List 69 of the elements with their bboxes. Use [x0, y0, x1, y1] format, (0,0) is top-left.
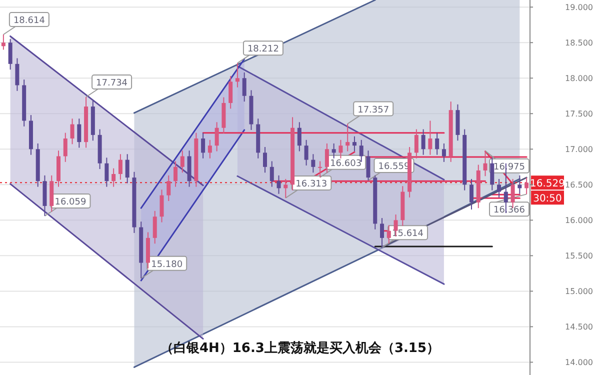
y-tick-label: 17.500: [565, 109, 593, 118]
candlestick: [242, 72, 246, 102]
annotation: 16.603: [330, 158, 362, 169]
candlestick: [490, 157, 494, 191]
candlestick: [263, 146, 267, 174]
candlestick: [346, 123, 350, 152]
candlestick: [1, 34, 6, 50]
annotation: 17.734: [96, 78, 128, 89]
candlestick: [228, 75, 233, 110]
annotation: 16.059: [54, 197, 87, 208]
candlestick: [160, 189, 164, 223]
candlestick: [469, 178, 474, 210]
candlestick: [270, 160, 274, 188]
candlestick: [318, 160, 322, 178]
candlestick: [70, 118, 74, 145]
candlestick: [104, 157, 109, 188]
candlestick: [352, 136, 356, 152]
candlestick: [15, 58, 20, 92]
candlestick: [380, 218, 384, 248]
candlestick: [338, 139, 343, 159]
candlestick: [483, 150, 488, 177]
annotation: 18.212: [247, 44, 279, 55]
candlestick: [311, 154, 316, 174]
y-tick-label: 14.000: [565, 358, 593, 368]
candlestick: [112, 168, 116, 188]
candlestick: [180, 150, 184, 174]
candlestick: [63, 132, 68, 162]
candlestick: [524, 177, 529, 195]
candlestick: [77, 118, 82, 148]
candlestick: [304, 139, 308, 166]
y-tick-label: 19.000: [565, 2, 593, 12]
candlestick: [214, 122, 219, 152]
candlestick: [442, 142, 446, 162]
candlestick: [118, 154, 122, 180]
y-tick-label: 14.500: [565, 322, 593, 332]
y-tick-label: 15.000: [565, 286, 593, 296]
candlestick: [276, 174, 281, 194]
candlestick: [518, 174, 522, 194]
y-tick-label: 16.500: [565, 180, 593, 190]
y-tick-label: 18.000: [565, 74, 593, 83]
candlestick: [297, 122, 302, 152]
text: 30:50: [533, 194, 562, 205]
candlestick: [324, 142, 329, 174]
y-tick-label: 15.500: [565, 251, 593, 260]
candlestick: [284, 178, 288, 198]
annotation: 15.180: [151, 260, 183, 270]
candlestick: [201, 132, 206, 159]
candlestick: [208, 139, 212, 159]
annotation: 17.357: [358, 105, 390, 116]
candlestick: [421, 128, 426, 156]
y-tick-label: 16.000: [565, 216, 593, 225]
candlestick: [497, 178, 502, 198]
candlestick: [166, 174, 171, 202]
candlestick: [386, 224, 391, 244]
candlestick: [366, 150, 370, 181]
y-tick-label: 18.500: [565, 38, 593, 48]
candlestick: [174, 160, 178, 188]
candlestick: [414, 128, 418, 159]
candlestick: [152, 210, 157, 244]
candlestick: [332, 142, 336, 159]
candlestick: [359, 139, 364, 162]
annotation: 18.614: [13, 16, 46, 26]
ref-line-label: 16.529: [530, 178, 565, 190]
candlestick: [428, 120, 432, 156]
candlestick: [235, 62, 240, 88]
candlestick: [435, 132, 440, 156]
candlestick: [125, 154, 130, 184]
y-tick-label: 17.000: [565, 144, 593, 154]
annotation: 16.313: [296, 179, 328, 190]
